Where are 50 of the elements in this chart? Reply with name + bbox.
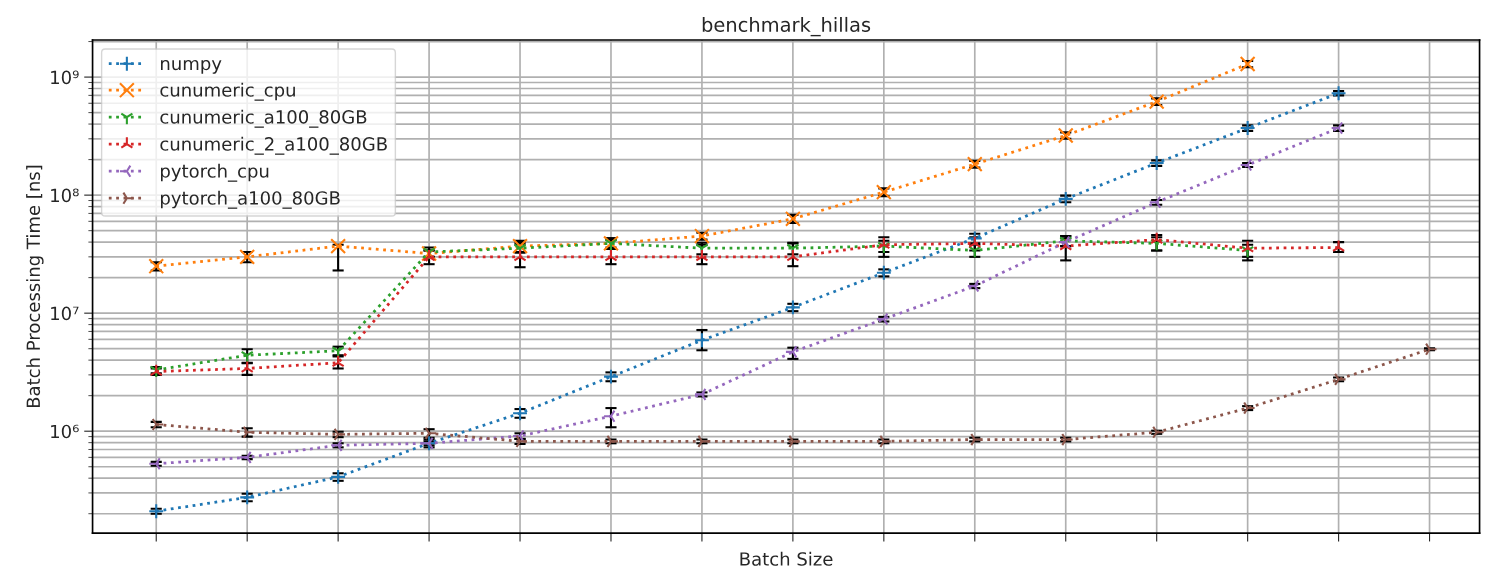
- point: [330, 468, 347, 485]
- point: [788, 434, 801, 448]
- point: [1239, 120, 1256, 137]
- point: [1243, 401, 1256, 415]
- point: [693, 228, 710, 245]
- point: [1148, 93, 1165, 110]
- legend-label: numpy: [161, 59, 222, 74]
- point: [1241, 240, 1255, 253]
- point: [697, 434, 710, 448]
- point: [1330, 85, 1347, 102]
- point: [1334, 372, 1347, 386]
- legend-label: cunumeric_cpu: [160, 82, 295, 101]
- point: [151, 417, 165, 432]
- point: [239, 450, 252, 464]
- point: [786, 248, 800, 262]
- point: [606, 434, 619, 448]
- y-tick-label: 10⁸: [51, 188, 79, 203]
- point: [970, 432, 983, 447]
- point: [1148, 155, 1165, 172]
- point: [1425, 342, 1438, 356]
- point: [695, 248, 709, 262]
- y-tick-label: 10⁷: [51, 306, 79, 321]
- legend-label: pytorch_a100_80GB: [161, 190, 340, 209]
- point: [148, 503, 165, 520]
- point: [1150, 231, 1164, 245]
- y-axis-title: Batch Processing Time [ns]: [26, 165, 44, 408]
- point: [604, 248, 618, 262]
- y-tick-label: 10⁹: [51, 70, 79, 85]
- x-axis-title: Batch Size: [740, 551, 833, 566]
- point: [513, 248, 527, 262]
- point: [879, 434, 892, 448]
- point: [1057, 190, 1074, 207]
- point: [693, 387, 707, 401]
- point: [603, 409, 616, 423]
- point: [693, 332, 710, 349]
- legend-label: cunumeric_a100_80GB: [160, 109, 367, 128]
- point: [1239, 56, 1256, 73]
- point: [330, 238, 347, 255]
- point: [330, 438, 343, 452]
- y-tick-label: 10⁶: [51, 424, 79, 439]
- point: [1239, 158, 1253, 172]
- point: [148, 457, 161, 471]
- point: [1057, 127, 1074, 144]
- legend-label: pytorch_cpu: [161, 163, 269, 182]
- point: [1152, 425, 1165, 439]
- point: [875, 264, 892, 281]
- point: [1061, 432, 1074, 447]
- point: [966, 156, 983, 173]
- chart-title: benchmark_hillas: [702, 16, 871, 37]
- legend-label: cunumeric_2_a100_80GB: [160, 136, 387, 155]
